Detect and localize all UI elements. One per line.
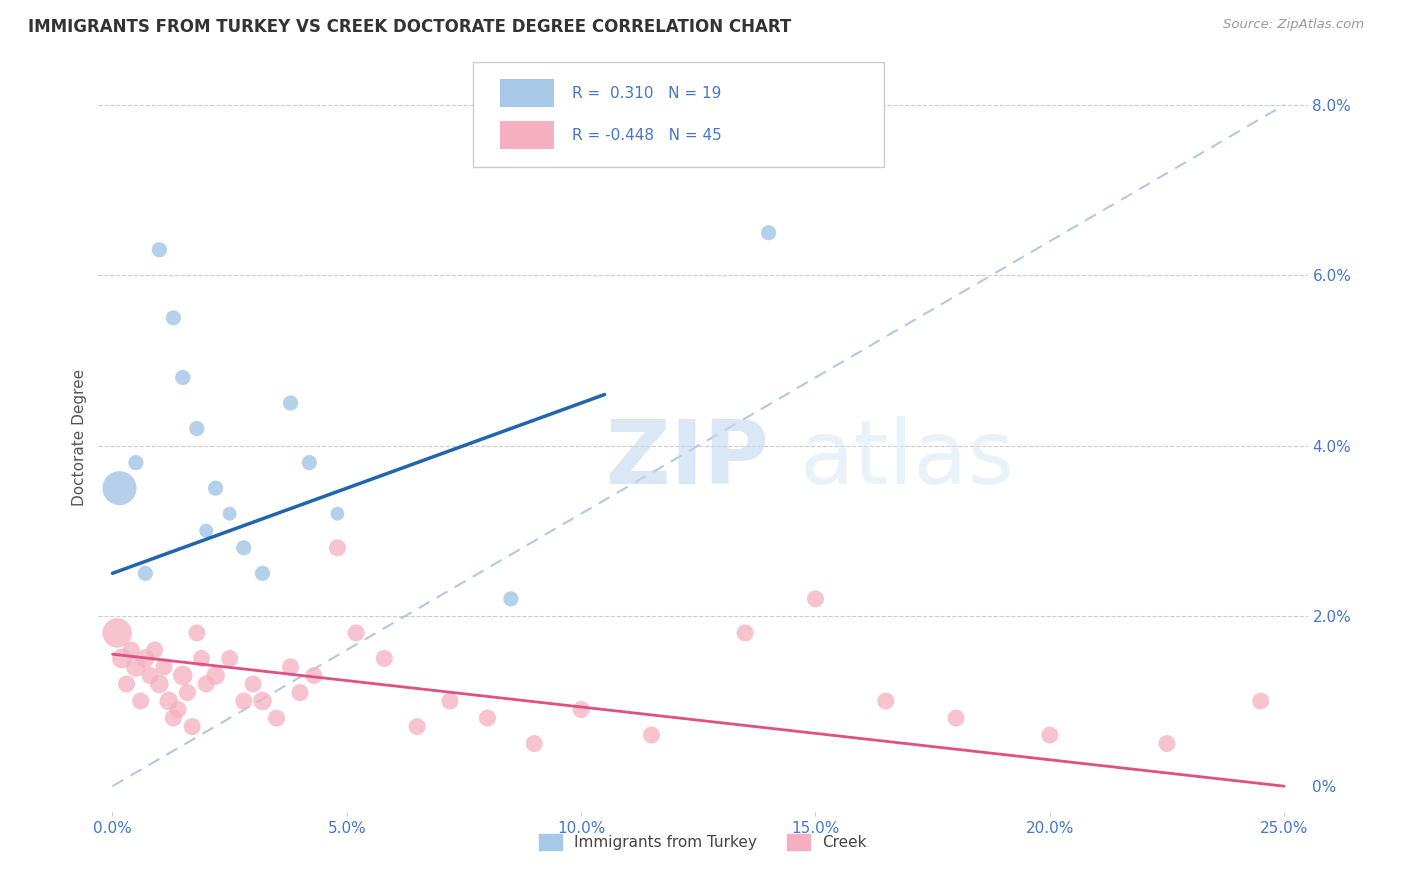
Point <box>569 702 592 716</box>
Point <box>280 660 302 674</box>
Text: R = -0.448   N = 45: R = -0.448 N = 45 <box>572 128 723 143</box>
Point <box>242 677 264 691</box>
Text: IMMIGRANTS FROM TURKEY VS CREEK DOCTORATE DEGREE CORRELATION CHART: IMMIGRANTS FROM TURKEY VS CREEK DOCTORAT… <box>28 18 792 36</box>
Point <box>302 668 325 682</box>
Point <box>148 677 170 691</box>
Point <box>804 591 827 606</box>
Point <box>148 243 170 257</box>
Point <box>758 226 780 240</box>
Point <box>111 651 134 665</box>
Point <box>125 660 148 674</box>
Point <box>406 720 429 734</box>
Text: Source: ZipAtlas.com: Source: ZipAtlas.com <box>1223 18 1364 31</box>
Bar <box>501 78 554 107</box>
Point <box>640 728 662 742</box>
Point <box>218 651 240 665</box>
Point <box>326 541 349 555</box>
Point <box>186 421 208 435</box>
Point <box>326 507 349 521</box>
Point <box>1156 737 1178 751</box>
Point <box>186 626 208 640</box>
Point <box>115 677 138 691</box>
Point <box>373 651 395 665</box>
Point <box>172 370 194 384</box>
Point <box>105 626 128 640</box>
Point <box>195 677 218 691</box>
Point <box>162 711 184 725</box>
Point <box>190 651 212 665</box>
Text: ZIP: ZIP <box>606 416 769 503</box>
Point <box>344 626 367 640</box>
Point <box>280 396 302 410</box>
Point <box>945 711 967 725</box>
Point <box>153 660 176 674</box>
Point <box>204 481 226 495</box>
Point <box>167 702 190 716</box>
Point <box>734 626 756 640</box>
Point <box>232 694 254 708</box>
Point <box>499 591 522 606</box>
Point <box>218 507 240 521</box>
Bar <box>501 121 554 149</box>
Point <box>266 711 288 725</box>
Point <box>143 643 166 657</box>
Point <box>157 694 180 708</box>
Point <box>108 481 131 495</box>
Point <box>204 668 226 682</box>
Legend: Immigrants from Turkey, Creek: Immigrants from Turkey, Creek <box>533 829 873 856</box>
Point <box>1250 694 1272 708</box>
Point <box>439 694 461 708</box>
Text: atlas: atlas <box>800 416 1015 503</box>
Point <box>523 737 546 751</box>
Point <box>162 310 184 325</box>
Point <box>195 524 218 538</box>
Y-axis label: Doctorate Degree: Doctorate Degree <box>72 368 87 506</box>
Point <box>125 456 148 470</box>
Point <box>139 668 162 682</box>
Point <box>134 566 156 581</box>
Point <box>120 643 142 657</box>
Point <box>176 685 198 699</box>
Point <box>875 694 897 708</box>
Point <box>134 651 156 665</box>
Point <box>298 456 321 470</box>
Point <box>252 694 274 708</box>
Point <box>288 685 311 699</box>
Point <box>477 711 499 725</box>
FancyBboxPatch shape <box>474 62 884 168</box>
Point <box>232 541 254 555</box>
Point <box>172 668 194 682</box>
Point <box>181 720 204 734</box>
Point <box>129 694 152 708</box>
Text: R =  0.310   N = 19: R = 0.310 N = 19 <box>572 86 721 101</box>
Point <box>252 566 274 581</box>
Point <box>1039 728 1062 742</box>
